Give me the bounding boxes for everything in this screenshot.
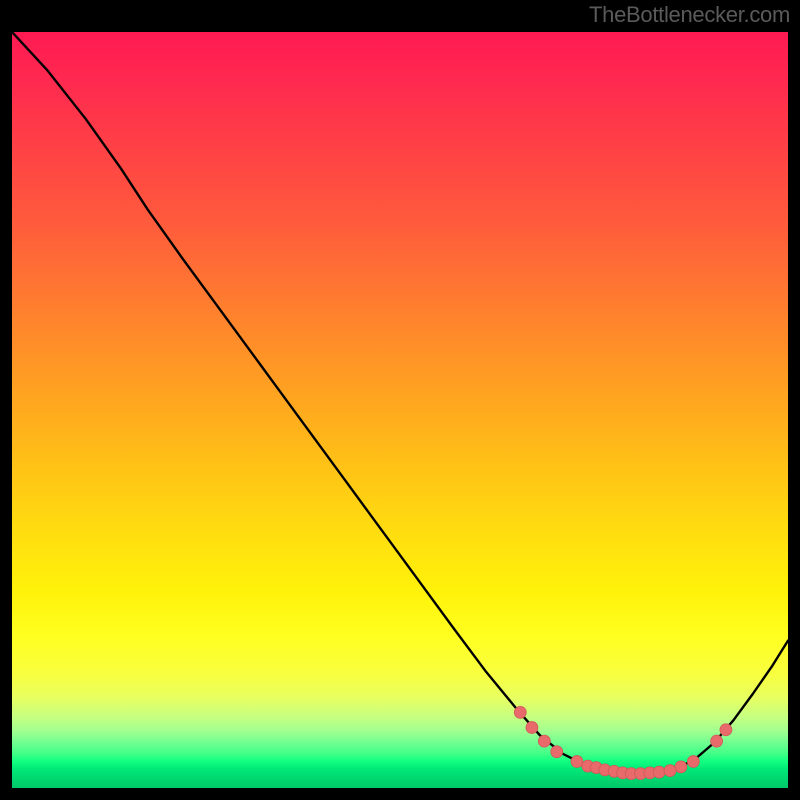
marker-dot: [538, 735, 550, 747]
marker-dot: [711, 735, 723, 747]
marker-dot: [571, 756, 583, 768]
marker-dot: [664, 765, 676, 777]
marker-dot: [526, 722, 538, 734]
gradient-background: [12, 32, 788, 788]
marker-dot: [687, 756, 699, 768]
marker-dot: [551, 746, 563, 758]
marker-dot: [720, 724, 732, 736]
marker-dot: [653, 766, 665, 778]
plot-area: [10, 30, 790, 790]
chart-svg: [12, 32, 788, 788]
marker-dot: [514, 706, 526, 718]
chart-container: { "watermark": "TheBottlenecker.com", "c…: [0, 0, 800, 800]
marker-dot: [675, 761, 687, 773]
watermark-text: TheBottlenecker.com: [589, 2, 790, 28]
